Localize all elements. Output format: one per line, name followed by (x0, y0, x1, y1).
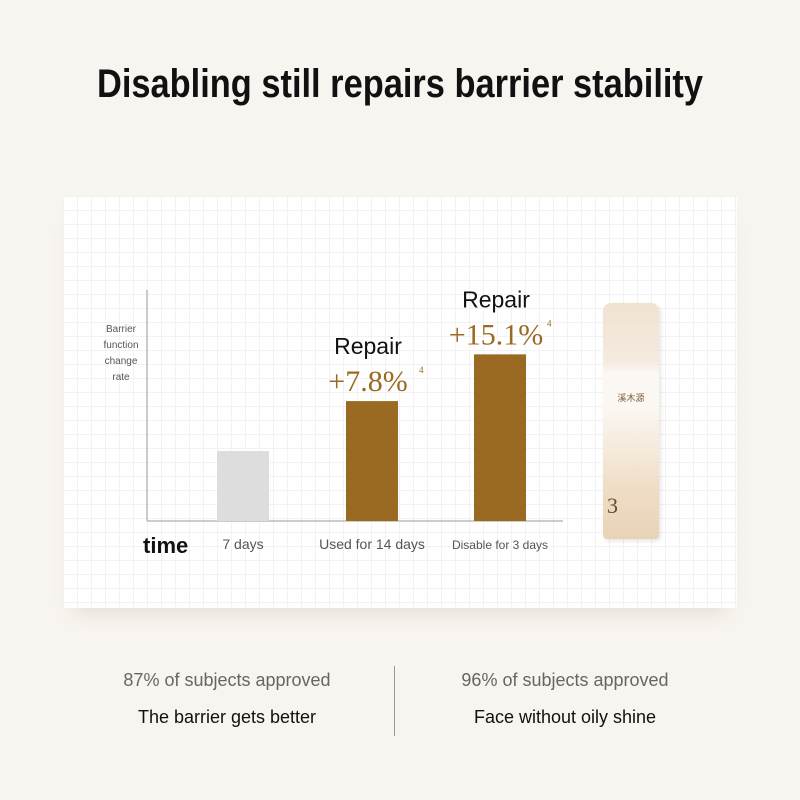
x-tick-label: 7 days (222, 536, 263, 552)
y-axis-label: rate (112, 372, 130, 383)
stat-oil: 96% of subjects approved Face without oi… (405, 660, 725, 728)
x-tick-label: Used for 14 days (319, 536, 425, 552)
y-axis-label: change (105, 356, 138, 367)
divider (394, 666, 395, 736)
bar-2 (474, 354, 526, 521)
stat-percent: 96% of subjects approved (461, 670, 669, 690)
product-logo: 溪木源 (617, 393, 645, 403)
annotation-footnote: 4 (419, 365, 424, 375)
page-title: Disabling still repairs barrier stabilit… (96, 62, 704, 106)
bar-0 (217, 451, 269, 521)
annotation-heading: Repair (334, 333, 402, 359)
annotation-value: +15.1% (449, 318, 543, 351)
stats-section: 87% of subjects approved The barrier get… (0, 660, 800, 740)
stat-barrier: 87% of subjects approved The barrier get… (67, 660, 387, 728)
bar-1 (346, 401, 398, 521)
x-axis-label: time (143, 533, 188, 558)
stat-percent: 87% of subjects approved (123, 670, 331, 690)
product-bottle-image: 溪木源 3 (603, 303, 659, 539)
annotation-heading: Repair (462, 286, 530, 312)
x-tick-label: Disable for 3 days (452, 538, 548, 552)
annotation-footnote: 4 (547, 318, 552, 328)
stat-description: Face without oily shine (473, 707, 657, 727)
y-axis-label: function (103, 340, 138, 351)
y-axis-label: Barrier (106, 324, 137, 335)
stat-description: The barrier gets better (137, 707, 317, 727)
annotation-value: +7.8% (328, 365, 407, 398)
product-number: 3 (607, 493, 618, 518)
